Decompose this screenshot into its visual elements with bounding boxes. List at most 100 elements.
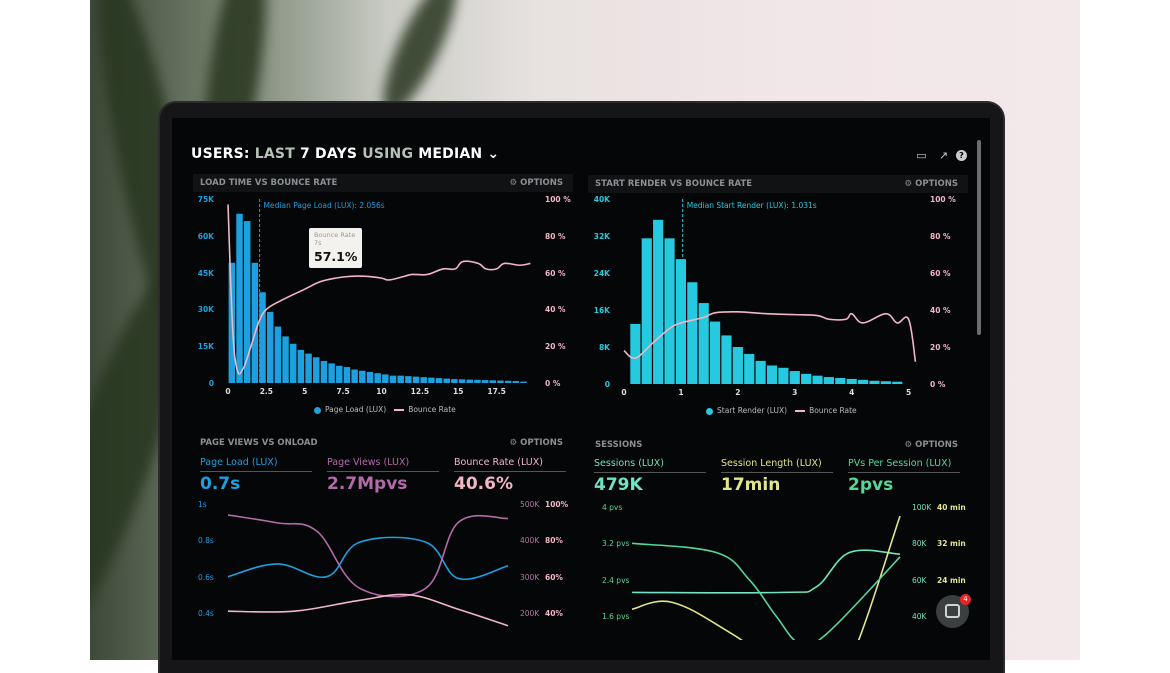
x-tick-label: 7.5	[336, 387, 350, 396]
y-tick-label: 15K	[197, 342, 214, 352]
histogram-bar	[236, 213, 243, 383]
x-tick-label: 3	[792, 388, 798, 397]
histogram-bar	[880, 381, 891, 384]
y3-tick-label: 40 min	[937, 503, 966, 512]
y2-tick-label: 60K	[912, 575, 927, 585]
histogram-bar	[687, 282, 698, 384]
kpi-value: 479K	[594, 475, 643, 495]
notification-badge: 4	[960, 594, 971, 605]
scrollbar[interactable]	[977, 140, 981, 335]
bounce-rate-line	[623, 310, 917, 362]
kpi-label: PVs Per Session (LUX)	[848, 458, 960, 473]
y-tick-label: 16K	[593, 306, 610, 315]
y2-tick-label: 20 %	[545, 342, 566, 352]
legend-dot	[706, 407, 713, 415]
histogram-bar	[443, 378, 450, 383]
panel-header-load-time: LOAD TIME VS BOUNCE RATE ⚙ OPTIONS	[193, 174, 573, 192]
options-button[interactable]: ⚙ OPTIONS	[904, 440, 958, 450]
series-line	[631, 549, 901, 594]
panel-title: LOAD TIME VS BOUNCE RATE	[200, 178, 338, 188]
histogram-bar	[766, 365, 778, 384]
options-button[interactable]: ⚙ OPTIONS	[904, 179, 958, 189]
legend-line	[795, 410, 806, 412]
legend-item[interactable]: Bounce Rate	[408, 405, 456, 414]
chevron-down-icon[interactable]: ⌄	[487, 146, 500, 162]
histogram-bar	[512, 381, 520, 383]
histogram-bar	[641, 238, 652, 384]
histogram-bar	[297, 349, 305, 383]
page-title[interactable]: USERS: LAST 7 DAYS USING MEDIAN ⌄	[191, 146, 499, 162]
kpi-label: Page Views (LUX)	[327, 457, 439, 472]
histogram-bar	[458, 379, 466, 383]
panel-title: START RENDER VS BOUNCE RATE	[595, 179, 753, 189]
histogram-bar	[789, 371, 800, 384]
histogram-bar	[374, 373, 381, 383]
x-tick-label: 10	[376, 387, 387, 396]
title-aggregation: MEDIAN	[418, 146, 483, 162]
histogram-bar	[778, 367, 789, 384]
y-tick-label: 1.6 pvs	[602, 612, 630, 621]
histogram-bar	[336, 365, 343, 383]
series-line	[227, 536, 509, 581]
kpi-value: 17min	[721, 475, 781, 495]
y-tick-label: 40K	[593, 195, 610, 204]
help-icon[interactable]: ?	[956, 150, 967, 161]
histogram-bar	[812, 375, 823, 384]
histogram-bar	[405, 376, 412, 383]
histogram-bar	[481, 380, 489, 383]
tooltip-x: 7s	[314, 239, 322, 247]
histogram-bar	[290, 343, 297, 383]
bounce-rate-line	[227, 204, 531, 375]
histogram-bar	[274, 326, 282, 383]
dashboard-screen	[172, 118, 990, 660]
y-tick-label: 1s	[198, 500, 207, 509]
x-tick-label: 15	[453, 387, 464, 396]
x-tick-label: 1	[678, 388, 684, 397]
y2-tick-label: 20 %	[930, 343, 951, 352]
histogram-bar	[466, 379, 473, 383]
tooltip-value: 57.1%	[314, 249, 358, 264]
options-label: OPTIONS	[520, 438, 563, 448]
legend-item[interactable]: Page Load (LUX)	[325, 405, 387, 414]
histogram-bar	[489, 380, 497, 383]
y-tick-label: 0.6s	[198, 572, 214, 582]
options-button[interactable]: ⚙ OPTIONS	[509, 178, 563, 188]
x-tick-label: 5	[906, 388, 912, 397]
y-tick-label: 32K	[593, 232, 610, 241]
kpi-label: Sessions (LUX)	[594, 458, 706, 473]
histogram-bar	[412, 376, 420, 383]
histogram-bar	[343, 367, 351, 383]
chart-tooltip: Bounce Rate 7s 57.1%	[309, 228, 362, 268]
histogram-bar	[504, 380, 512, 383]
histogram-bar	[823, 377, 835, 384]
share-icon[interactable]: ↗	[938, 149, 949, 162]
y-tick-label: 8K	[598, 343, 610, 352]
histogram-bar	[428, 377, 435, 383]
histogram-bar	[846, 378, 857, 384]
monitor-icon[interactable]: ▭	[916, 149, 927, 162]
histogram-bar	[630, 323, 641, 384]
histogram-bar	[892, 381, 903, 384]
histogram-bar	[382, 374, 389, 383]
series-line	[227, 514, 509, 598]
y3-tick-label: 100%	[545, 500, 569, 509]
x-tick-label: 2.5	[259, 387, 274, 396]
x-tick-label: 12.5	[410, 387, 430, 396]
legend-item[interactable]: Bounce Rate	[809, 406, 857, 415]
histogram-bar	[259, 292, 266, 383]
y2-tick-label: 0 %	[930, 380, 946, 389]
y-tick-label: 3.2 pvs	[602, 539, 630, 549]
y2-tick-label: 100K	[912, 503, 932, 512]
histogram-bar	[675, 259, 687, 384]
y2-tick-label: 40 %	[545, 305, 566, 315]
options-button[interactable]: ⚙ OPTIONS	[509, 438, 563, 448]
legend-item[interactable]: Start Render (LUX)	[717, 406, 788, 415]
panel-title: SESSIONS	[595, 440, 643, 450]
y3-tick-label: 40%	[545, 609, 563, 618]
histogram-bar	[732, 347, 743, 384]
options-label: OPTIONS	[520, 178, 563, 188]
y2-tick-label: 80K	[912, 539, 927, 549]
y-tick-label: 4 pvs	[602, 503, 623, 512]
